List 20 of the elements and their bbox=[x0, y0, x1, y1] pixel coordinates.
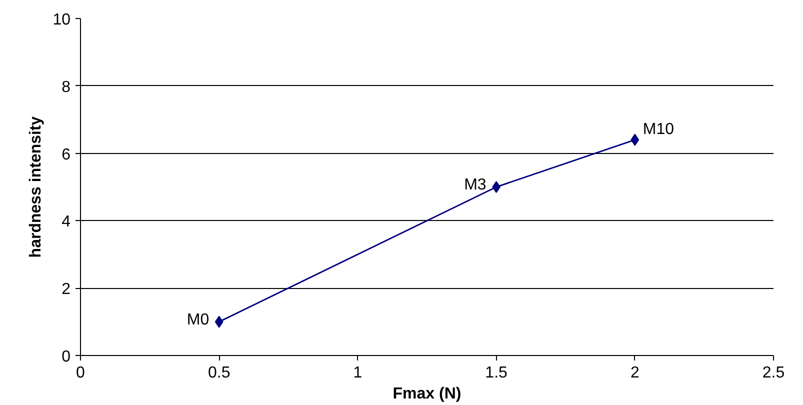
annotation: M10 bbox=[642, 120, 674, 138]
y-tick-label: 0 bbox=[62, 348, 71, 366]
x-tick-label: 2.5 bbox=[762, 364, 785, 382]
point bbox=[492, 181, 500, 193]
x-tick-label: 1.5 bbox=[485, 364, 508, 382]
x-tick-label: 0 bbox=[76, 364, 86, 382]
x-tick-label: 2 bbox=[630, 364, 640, 382]
x-axis-title: Fmax (N) bbox=[392, 386, 462, 402]
annotation: M3 bbox=[464, 176, 486, 194]
y-tick-label: 8 bbox=[62, 78, 71, 96]
point bbox=[214, 316, 224, 328]
y-tick-label: 10 bbox=[52, 12, 71, 28]
x-tick-label: 1 bbox=[353, 364, 362, 382]
y-tick-label: 2 bbox=[62, 281, 71, 298]
y-tick-label: 4 bbox=[62, 214, 71, 231]
y-tick-label: 6 bbox=[62, 146, 71, 164]
annotation: M0 bbox=[186, 311, 210, 328]
y-axis-title: hardness intensity bbox=[28, 116, 45, 258]
x-tick-label: 0.5 bbox=[208, 364, 230, 382]
point bbox=[630, 134, 640, 146]
